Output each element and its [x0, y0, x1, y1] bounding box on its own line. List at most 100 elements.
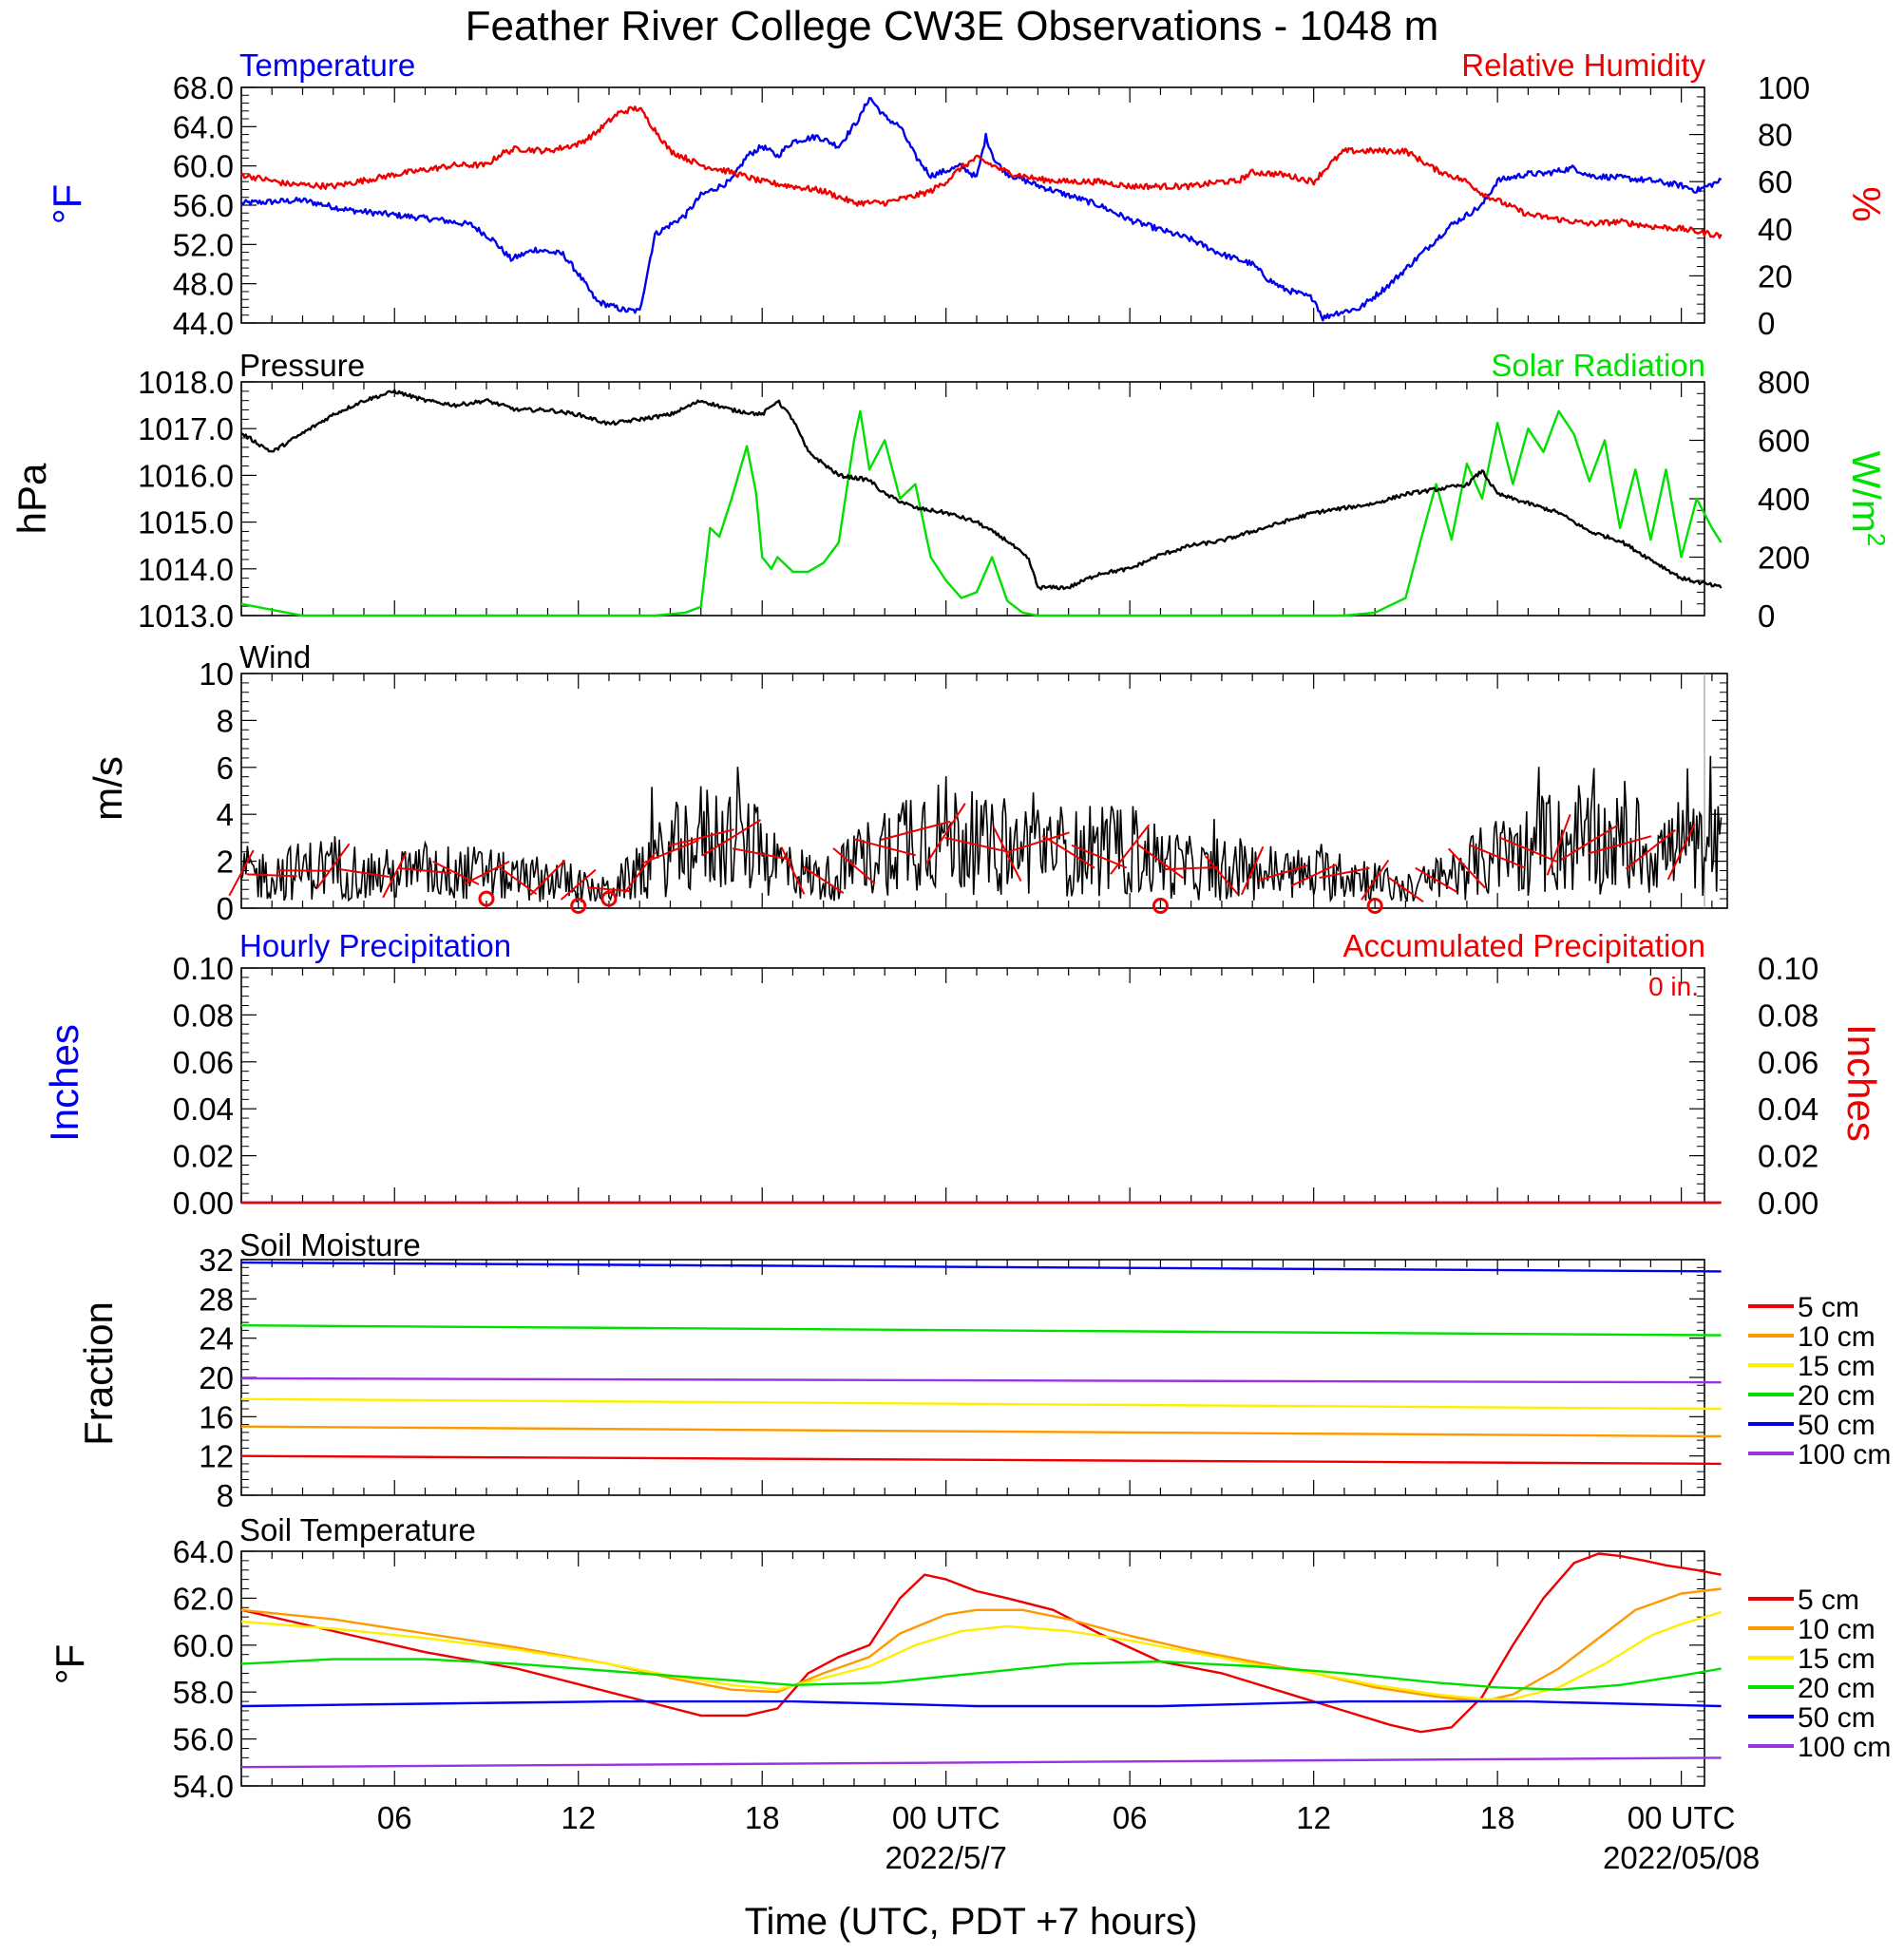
wind-unit: m/s — [86, 756, 130, 821]
x-tick-label: 18 — [745, 1800, 780, 1835]
soil-moisture-legend-label: 20 cm — [1798, 1380, 1875, 1412]
wind-frame — [240, 673, 1728, 909]
wind-barb — [1415, 866, 1457, 893]
wind-barb — [1290, 864, 1338, 887]
wind-barb — [925, 803, 966, 864]
wind-y-tick-label: 6 — [217, 750, 234, 786]
solar-unit-base: W/m — [1844, 451, 1889, 533]
temp_rh-y-tick-label: 48.0 — [173, 267, 234, 302]
wind-barb — [1625, 829, 1676, 870]
temp_rh-y-tick-label: 56.0 — [173, 188, 234, 223]
soil-moisture-line-2 — [240, 1397, 1722, 1411]
temp_rh-right-y-tick-label: 60 — [1758, 164, 1793, 199]
precip-right-y-tick-label: 0.02 — [1758, 1139, 1818, 1174]
soil-moisture-line-5 — [240, 1376, 1722, 1384]
hourly-precipitation-title: Hourly Precipitation — [239, 928, 511, 963]
solar-unit: W/m2 — [1844, 451, 1891, 547]
soil-temperature-legend-label: 10 cm — [1798, 1614, 1875, 1645]
temp_rh-right-y-tick-label: 20 — [1758, 258, 1793, 294]
relative-humidity-line — [240, 105, 1723, 239]
wind-barb — [1560, 824, 1619, 861]
x-tick-label: 06 — [377, 1800, 412, 1835]
soil-moisture-line-3 — [240, 1324, 1722, 1337]
precip-y-tick-label: 0.02 — [173, 1139, 234, 1174]
pressure_solar-y-tick-label: 1014.0 — [138, 552, 234, 587]
wind-barb — [1110, 824, 1151, 875]
chart-title: Feather River College CW3E Observations … — [466, 3, 1439, 49]
wind-barb — [641, 839, 699, 864]
wind-barb — [944, 836, 1009, 853]
wind-y-tick-label: 4 — [217, 797, 234, 832]
wind-y-tick-label: 8 — [217, 703, 234, 738]
soil-temperature-title: Soil Temperature — [239, 1512, 476, 1547]
soil_temp-y-tick-label: 54.0 — [173, 1769, 234, 1804]
pressure_solar-right-y-tick-label: 200 — [1758, 541, 1810, 576]
wind-barb — [382, 852, 408, 899]
accumulated-precipitation-title: Accumulated Precipitation — [1342, 928, 1705, 963]
soil-moisture-legend-label: 10 cm — [1798, 1321, 1875, 1353]
x-tick-label: 00 UTC — [892, 1800, 1000, 1835]
solar-radiation-line — [240, 409, 1723, 617]
temperature-unit: °F — [45, 184, 89, 224]
wind-title: Wind — [239, 639, 311, 674]
pressure_solar-y-tick-label: 1013.0 — [138, 598, 234, 634]
soil-temperature-legend-label: 20 cm — [1798, 1673, 1875, 1704]
temp_rh-y-tick-label: 52.0 — [173, 227, 234, 262]
soil_moisture-y-tick-label: 24 — [199, 1321, 234, 1357]
soil-temperature-legend-label: 5 cm — [1798, 1585, 1859, 1616]
humidity-unit: % — [1844, 186, 1889, 221]
wind-barb — [1469, 844, 1526, 869]
wind-barb — [1136, 843, 1185, 880]
soil-temperature-line-2 — [240, 1611, 1722, 1700]
soil_temp-y-tick-label: 56.0 — [173, 1722, 234, 1757]
soil-temperature-unit: °F — [48, 1644, 92, 1684]
temperature-line — [240, 97, 1723, 322]
x-date-label: 2022/05/08 — [1603, 1840, 1760, 1875]
wind-barb — [1387, 876, 1424, 903]
temp_rh-y-tick-label: 68.0 — [173, 70, 234, 105]
x-tick-label: 18 — [1480, 1800, 1515, 1835]
temp_rh-y-tick-label: 44.0 — [173, 306, 234, 341]
precip-y-tick-label: 0.06 — [173, 1045, 234, 1080]
precip-right-y-tick-label: 0.04 — [1758, 1091, 1818, 1127]
soil_temp-y-tick-label: 60.0 — [173, 1628, 234, 1663]
wind-barb — [338, 867, 390, 878]
wind-barb — [832, 847, 876, 884]
wind-barb — [732, 847, 792, 862]
soil-temperature-line-1 — [240, 1587, 1722, 1703]
soil_moisture-y-tick-label: 28 — [199, 1281, 234, 1317]
soil-temperature-line-3 — [240, 1658, 1722, 1691]
pressure_solar-y-tick-label: 1017.0 — [138, 411, 234, 446]
wind-barb — [246, 873, 297, 878]
wind-barb — [1361, 859, 1390, 901]
accumulated-total-label: 0 in. — [1648, 972, 1699, 1001]
wind-barb — [1164, 866, 1218, 871]
pressure_solar-y-tick-label: 1015.0 — [138, 505, 234, 541]
temp_rh-right-y-tick-label: 40 — [1758, 212, 1793, 247]
calm-wind-marker — [1152, 898, 1169, 915]
pressure-line — [240, 389, 1723, 591]
soil-moisture-unit: Fraction — [76, 1301, 121, 1446]
soil_temp-y-tick-label: 62.0 — [173, 1581, 234, 1616]
pressure_solar-y-tick-label: 1018.0 — [138, 365, 234, 400]
pressure-unit: hPa — [10, 463, 54, 534]
soil_moisture-y-tick-label: 12 — [199, 1439, 234, 1474]
precip-y-tick-label: 0.10 — [173, 951, 234, 986]
wind-barb — [1205, 855, 1239, 896]
soil-moisture-legend-label: 50 cm — [1798, 1410, 1875, 1441]
soil_moisture-y-tick-label: 8 — [217, 1478, 234, 1513]
temperature-title: Temperature — [239, 47, 415, 83]
wind-barb — [1258, 864, 1308, 882]
wind-barb — [803, 865, 845, 894]
wind-barb — [1005, 831, 1070, 854]
soil-temperature-line-4 — [240, 1699, 1722, 1708]
wind-barb — [853, 838, 916, 857]
wind-barb — [1319, 866, 1370, 879]
wind-barb — [1588, 835, 1652, 855]
precip-right-y-tick-label: 0.06 — [1758, 1045, 1818, 1080]
wind-speed-line — [240, 755, 1723, 904]
soil-moisture-legend-label: 5 cm — [1798, 1292, 1859, 1323]
precip-right-y-tick-label: 0.10 — [1758, 951, 1818, 986]
temp_rh-right-y-tick-label: 0 — [1758, 306, 1775, 341]
